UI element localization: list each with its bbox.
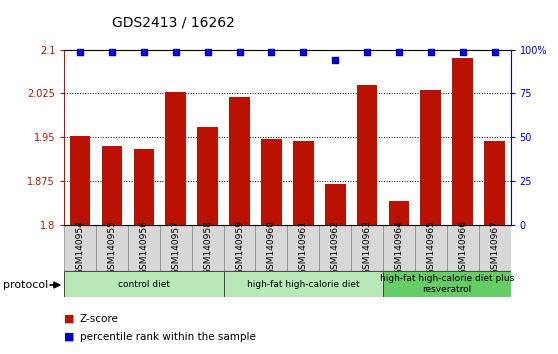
Bar (484, 141, 505, 225)
FancyBboxPatch shape (64, 271, 224, 297)
Point (76, 50, 85, 55)
Point (299, 50, 308, 55)
Bar (479, 225, 511, 271)
Bar (198, 127, 218, 225)
Text: GSM140959: GSM140959 (235, 220, 244, 275)
Bar (287, 225, 319, 271)
Point (363, 50, 372, 55)
Text: GDS2413 / 16262: GDS2413 / 16262 (112, 16, 234, 30)
Bar (64, 225, 96, 271)
Text: GSM140961: GSM140961 (299, 220, 308, 275)
Text: GSM140966: GSM140966 (458, 220, 467, 275)
Bar (256, 225, 287, 271)
Text: control diet: control diet (118, 280, 170, 289)
Text: GSM140955: GSM140955 (108, 220, 117, 275)
Text: Z-score: Z-score (80, 314, 119, 324)
Bar (351, 225, 383, 271)
Bar (128, 225, 160, 271)
Point (108, 50, 117, 55)
Text: GSM140957: GSM140957 (171, 220, 180, 275)
Text: GSM140956: GSM140956 (140, 220, 148, 275)
Text: GSM140960: GSM140960 (267, 220, 276, 275)
Bar (415, 225, 447, 271)
Text: GSM140964: GSM140964 (395, 221, 403, 275)
Point (490, 50, 499, 55)
Point (458, 50, 467, 55)
Text: GSM140963: GSM140963 (363, 220, 372, 275)
FancyBboxPatch shape (383, 271, 511, 297)
Bar (388, 201, 410, 225)
Text: high-fat high-calorie diet plus
resveratrol: high-fat high-calorie diet plus resverat… (379, 274, 514, 294)
Bar (453, 58, 473, 225)
Text: ■: ■ (64, 314, 75, 324)
Bar (165, 92, 186, 225)
Bar (192, 225, 224, 271)
Point (331, 57, 340, 63)
Text: ■: ■ (64, 332, 75, 342)
Text: protocol: protocol (3, 280, 48, 290)
Bar (293, 141, 314, 225)
Bar (325, 184, 345, 225)
Bar (70, 136, 90, 225)
Point (267, 50, 276, 55)
Point (171, 50, 180, 55)
Bar (421, 91, 441, 225)
Bar (357, 85, 377, 225)
Text: percentile rank within the sample: percentile rank within the sample (80, 332, 256, 342)
Point (140, 50, 148, 55)
Bar (96, 225, 128, 271)
Text: GSM140958: GSM140958 (203, 220, 212, 275)
Bar (224, 225, 256, 271)
Point (235, 50, 244, 55)
Bar (133, 149, 154, 225)
Text: GSM140965: GSM140965 (426, 220, 435, 275)
Bar (383, 225, 415, 271)
Text: high-fat high-calorie diet: high-fat high-calorie diet (247, 280, 359, 289)
FancyBboxPatch shape (224, 271, 383, 297)
Bar (261, 139, 282, 225)
Point (426, 50, 435, 55)
Bar (447, 225, 479, 271)
Text: GSM140962: GSM140962 (331, 221, 340, 275)
Bar (319, 225, 351, 271)
Bar (102, 146, 122, 225)
Point (395, 50, 403, 55)
Text: GSM140967: GSM140967 (490, 220, 499, 275)
Bar (160, 225, 192, 271)
Text: GSM140954: GSM140954 (76, 221, 85, 275)
Point (203, 50, 212, 55)
Bar (229, 97, 250, 225)
